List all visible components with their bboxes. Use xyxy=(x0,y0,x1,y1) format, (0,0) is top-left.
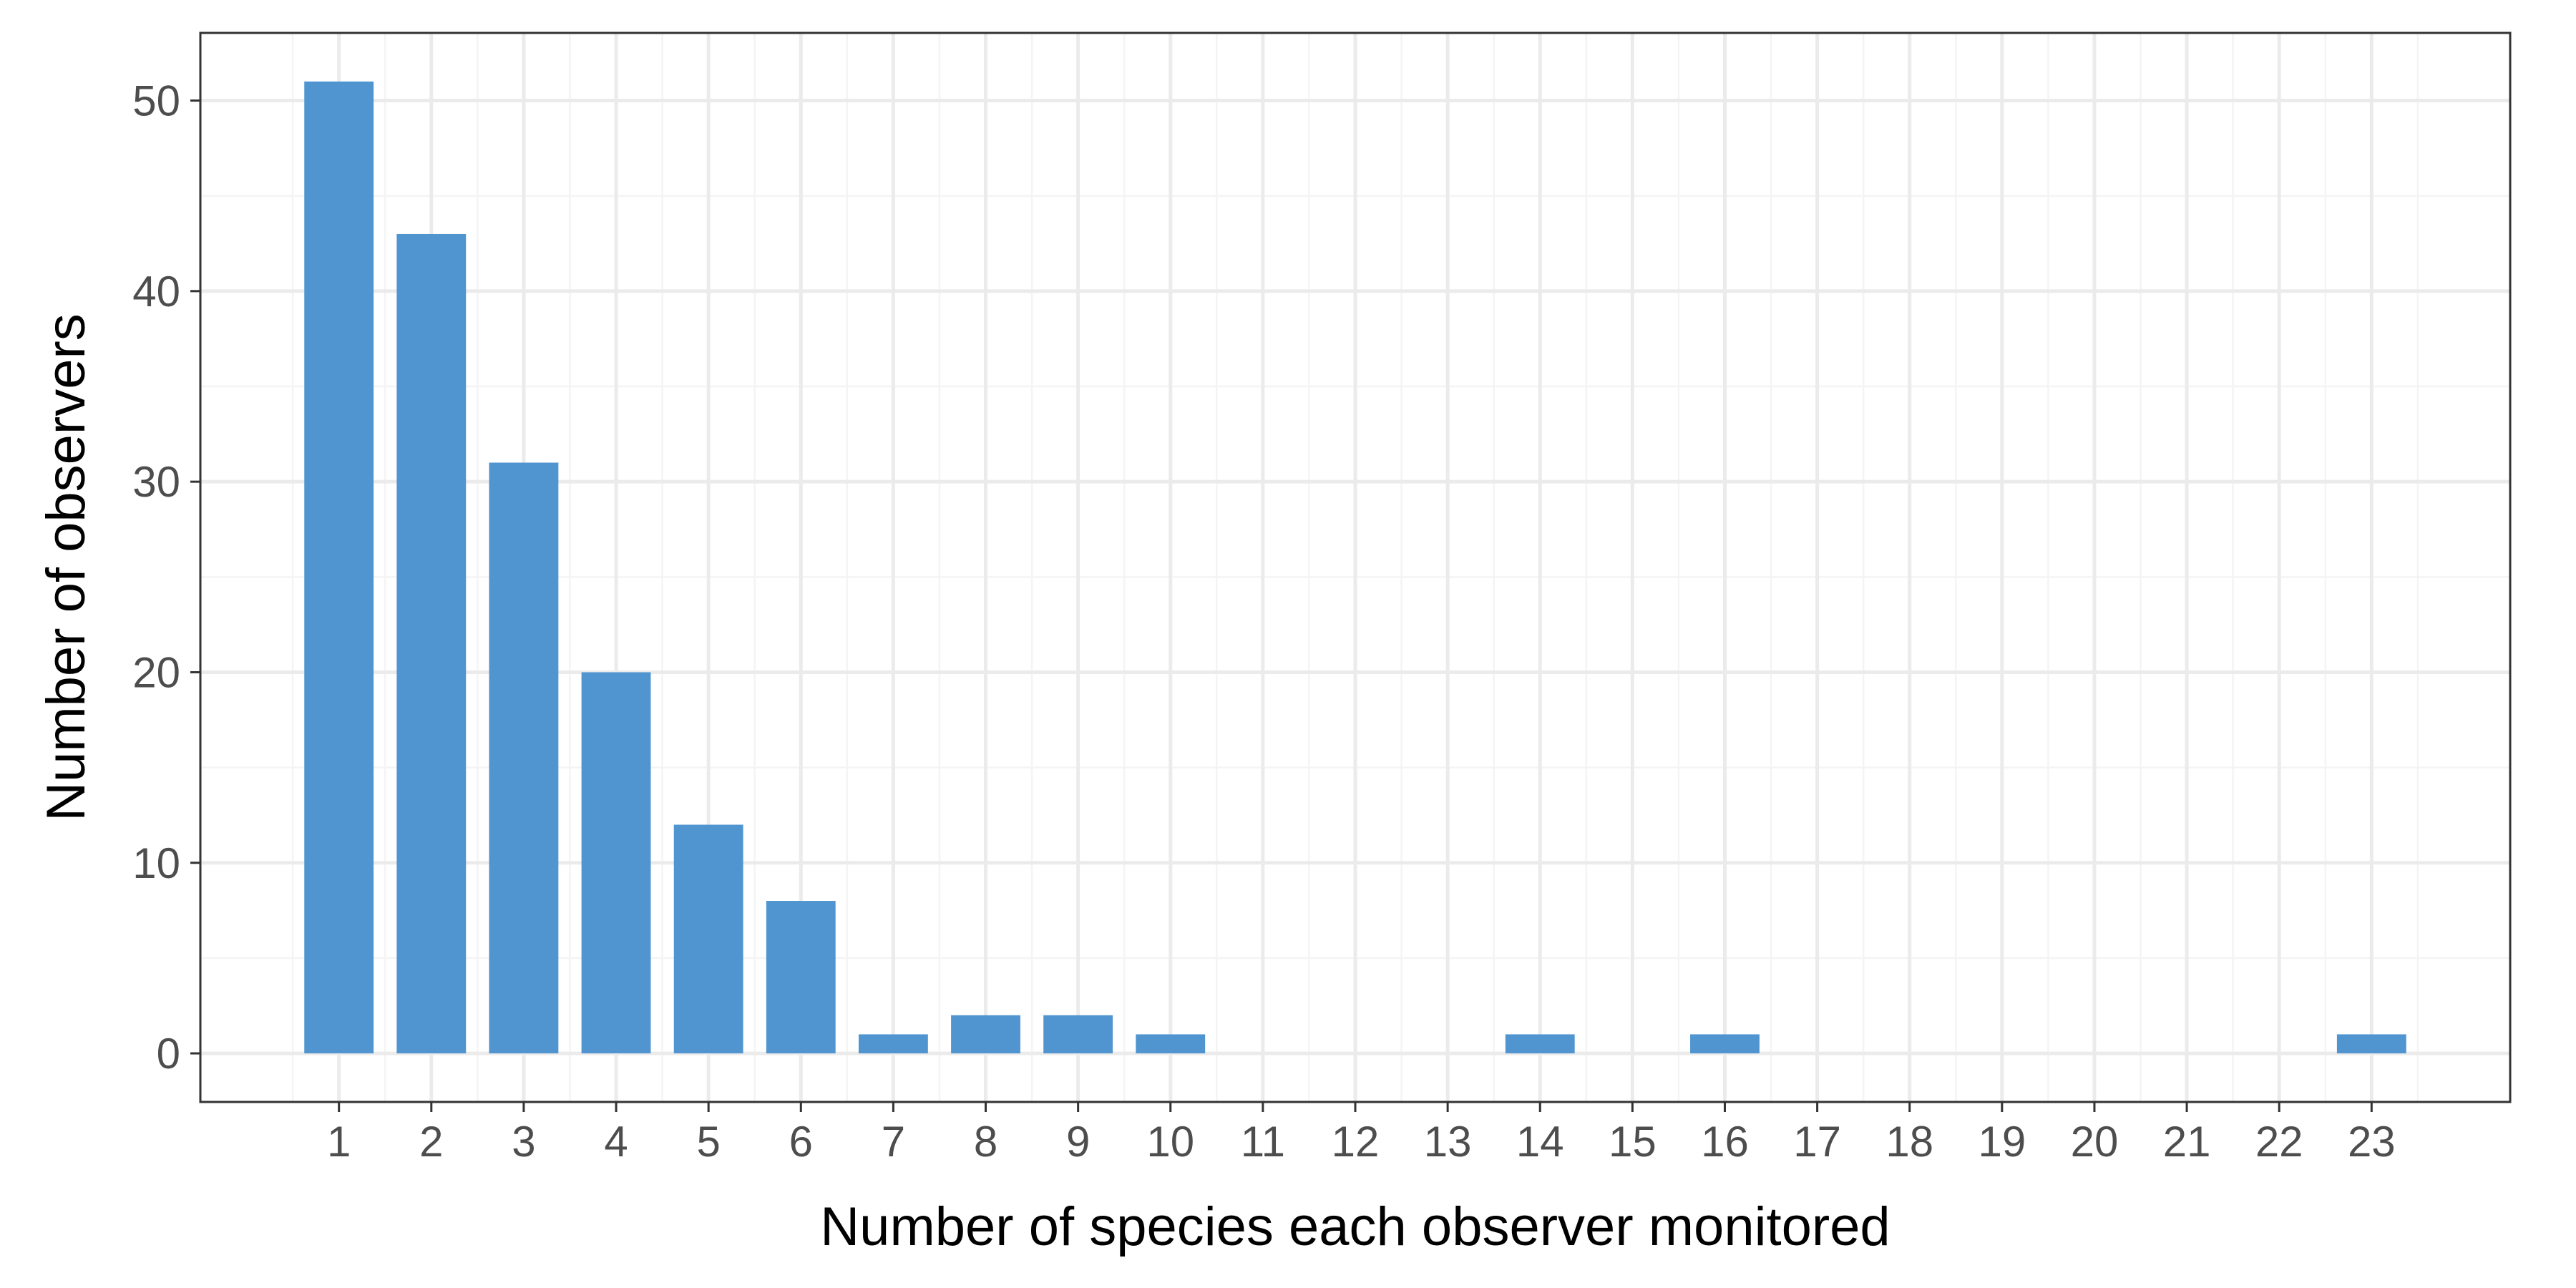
y-tick-label: 50 xyxy=(132,77,180,125)
x-tick-label: 20 xyxy=(2071,1118,2119,1166)
x-tick-label: 4 xyxy=(604,1118,628,1166)
x-tick-label: 23 xyxy=(2348,1118,2396,1166)
x-tick-label: 12 xyxy=(1332,1118,1380,1166)
x-tick-label: 13 xyxy=(1424,1118,1472,1166)
x-tick-label: 19 xyxy=(1978,1118,2026,1166)
x-tick-label: 1 xyxy=(327,1118,351,1166)
y-tick-label: 10 xyxy=(132,839,180,887)
bar xyxy=(1136,1034,1206,1054)
x-tick-label: 17 xyxy=(1793,1118,1841,1166)
x-tick-label: 22 xyxy=(2255,1118,2303,1166)
x-tick-label: 8 xyxy=(974,1118,997,1166)
bars xyxy=(304,81,2406,1054)
x-tick-label: 16 xyxy=(1701,1118,1749,1166)
x-tick-label: 9 xyxy=(1066,1118,1090,1166)
x-tick-label: 7 xyxy=(882,1118,905,1166)
y-tick-label: 40 xyxy=(132,268,180,316)
bar xyxy=(673,824,743,1054)
bar xyxy=(858,1034,928,1054)
x-tick-label: 3 xyxy=(512,1118,535,1166)
bar xyxy=(1505,1034,1575,1054)
y-axis-title: Number of observers xyxy=(36,313,97,821)
x-axis-title: Number of species each observer monitore… xyxy=(820,1196,1890,1257)
bar xyxy=(951,1015,1020,1054)
x-tick-label: 18 xyxy=(1885,1118,1933,1166)
x-axis: 1 2 3 4 5 6 7 8 9 10 11 12 13 14 15 16 17 18 19 20 21 22 23 xyxy=(327,1102,2396,1166)
y-axis: 0 10 20 30 40 50 xyxy=(132,77,200,1078)
bar xyxy=(304,81,374,1054)
bar xyxy=(766,901,836,1054)
y-tick-label: 20 xyxy=(132,648,180,696)
x-tick-label: 5 xyxy=(696,1118,720,1166)
bar xyxy=(1690,1034,1760,1054)
x-tick-label: 21 xyxy=(2163,1118,2211,1166)
bar xyxy=(489,462,559,1054)
x-tick-label: 6 xyxy=(789,1118,813,1166)
x-tick-label: 15 xyxy=(1609,1118,1657,1166)
x-tick-label: 10 xyxy=(1146,1118,1194,1166)
bar xyxy=(581,672,651,1054)
bar xyxy=(1043,1015,1113,1054)
x-tick-label: 14 xyxy=(1516,1118,1564,1166)
y-tick-label: 0 xyxy=(157,1030,180,1078)
x-tick-label: 11 xyxy=(1241,1118,1285,1166)
y-tick-label: 30 xyxy=(132,458,180,506)
bar xyxy=(2336,1034,2406,1054)
x-tick-label: 2 xyxy=(419,1118,443,1166)
bar xyxy=(396,233,467,1054)
